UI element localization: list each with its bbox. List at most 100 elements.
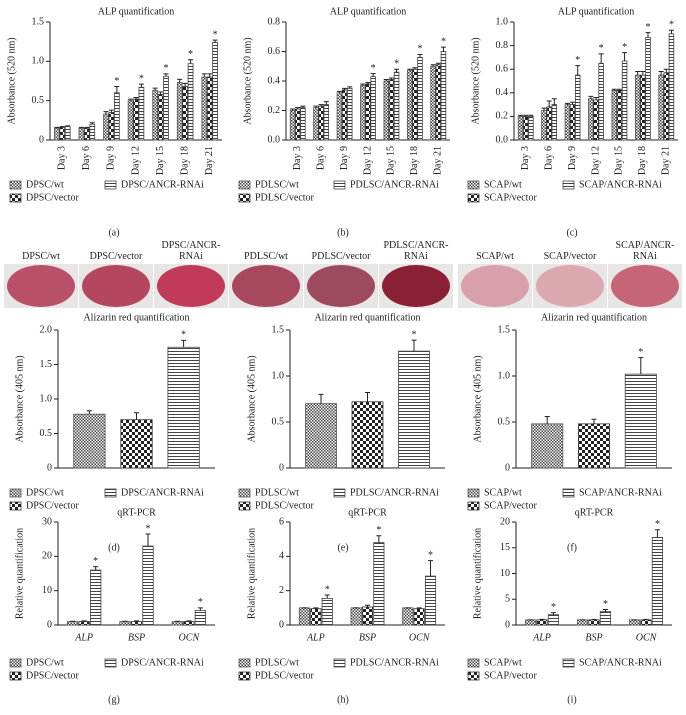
error-bar (640, 71, 646, 76)
error-bar (65, 125, 71, 127)
y-tick-label: 0.8 (268, 16, 281, 27)
bar (90, 569, 102, 626)
error-bar (342, 87, 348, 90)
x-tick-label: Day 3 (292, 146, 303, 170)
legend-swatch (238, 488, 251, 498)
y-tick-label: 0 (47, 462, 52, 473)
legend-swatch (9, 488, 22, 498)
legend-swatch (104, 658, 117, 668)
significance-marker: * (441, 36, 446, 47)
bar (59, 127, 66, 141)
y-tick-label: 1.0 (498, 370, 511, 381)
significance-marker: * (669, 20, 674, 31)
error-bar (564, 102, 570, 105)
error-bar (417, 53, 423, 58)
y-tick-label: 0.8 (496, 40, 509, 51)
legend-label: PDLSC/ANCR-RNAi (350, 179, 439, 190)
photo-label: PDLSC/ANCR-RNAi (383, 240, 449, 262)
legend-swatch (9, 180, 22, 190)
bar (412, 68, 418, 141)
culture-dish (82, 265, 150, 307)
x-tick-label: OCN (179, 632, 201, 643)
photo-label: DPSC/vector (89, 251, 143, 262)
legend-label: DPSC/wt (26, 657, 64, 668)
bar (289, 110, 296, 141)
x-tick-label: Day 21 (661, 146, 672, 175)
x-tick-label: Day 6 (81, 146, 92, 170)
error-bar (134, 412, 139, 420)
error-bar (658, 71, 664, 76)
error-bar (365, 81, 371, 84)
bar (645, 36, 651, 141)
chart-title: ALP quantification (330, 6, 407, 17)
error-bar (360, 83, 366, 86)
y-tick-label: 0 (279, 462, 284, 473)
legend-label: PDLSC/wt (255, 179, 299, 190)
bar (628, 619, 641, 626)
legend-label: DPSC/wt (26, 487, 64, 498)
bar (310, 608, 322, 626)
bar (318, 105, 324, 141)
legend-swatch (333, 488, 346, 498)
legend-label: DPSC/vector (26, 670, 79, 681)
bar (73, 413, 106, 469)
error-bar (411, 339, 417, 352)
bar (321, 597, 333, 626)
bar (624, 373, 657, 469)
error-bar (365, 392, 370, 402)
photo (608, 264, 682, 308)
significance-marker: * (646, 22, 651, 33)
x-tick-label: OCN (409, 632, 431, 643)
bar (598, 62, 604, 141)
error-bar (134, 620, 139, 622)
x-tick-label: BSP (359, 632, 376, 643)
error-bar (89, 122, 95, 125)
error-bar (318, 104, 324, 107)
error-bar (591, 418, 597, 424)
significance-marker: * (325, 584, 330, 595)
error-bar (376, 535, 382, 543)
error-bar (84, 126, 90, 129)
bar (163, 75, 169, 141)
y-tick-label: 0 (505, 619, 510, 630)
error-bar (523, 114, 529, 117)
y-tick-label: 15 (500, 542, 510, 553)
bar (663, 72, 670, 141)
significance-marker: * (213, 29, 218, 40)
y-axis-label: Absorbance (405 nm) (472, 355, 483, 442)
bar (574, 74, 581, 141)
photo-label: SCAP/wt (476, 251, 514, 262)
photo (379, 264, 453, 308)
x-tick-label: Day 15 (386, 146, 397, 175)
panel-label: (c) (566, 227, 577, 238)
error-bar (428, 560, 434, 577)
legend-swatch (238, 658, 251, 668)
legend-label: DPSC/wt (26, 179, 64, 190)
error-bar (182, 82, 188, 87)
photo-label: SCAP/vector (543, 251, 597, 262)
error-bar (78, 126, 84, 129)
y-axis-label: Absorbance (405 nm) (14, 355, 25, 442)
significance-marker: * (622, 42, 627, 53)
bar (564, 104, 571, 141)
bar (569, 104, 576, 141)
error-bar (177, 78, 183, 83)
error-bar (430, 64, 436, 67)
legend-swatch (238, 671, 251, 681)
x-tick-label: ALP (74, 632, 93, 643)
significance-marker: * (428, 550, 433, 561)
error-bar (551, 98, 557, 105)
culture-dish (461, 265, 529, 307)
y-tick-label: 0 (279, 619, 284, 630)
significance-marker: * (371, 63, 376, 74)
y-tick-label: 0.4 (496, 87, 509, 98)
error-bar (324, 594, 330, 599)
legend-swatch (467, 658, 480, 668)
error-bar (440, 46, 446, 52)
bar (187, 63, 194, 141)
bar (576, 619, 589, 626)
y-tick-label: 20 (500, 516, 510, 527)
significance-marker: * (114, 76, 119, 87)
photo (79, 264, 153, 308)
legend-swatch (9, 671, 22, 681)
